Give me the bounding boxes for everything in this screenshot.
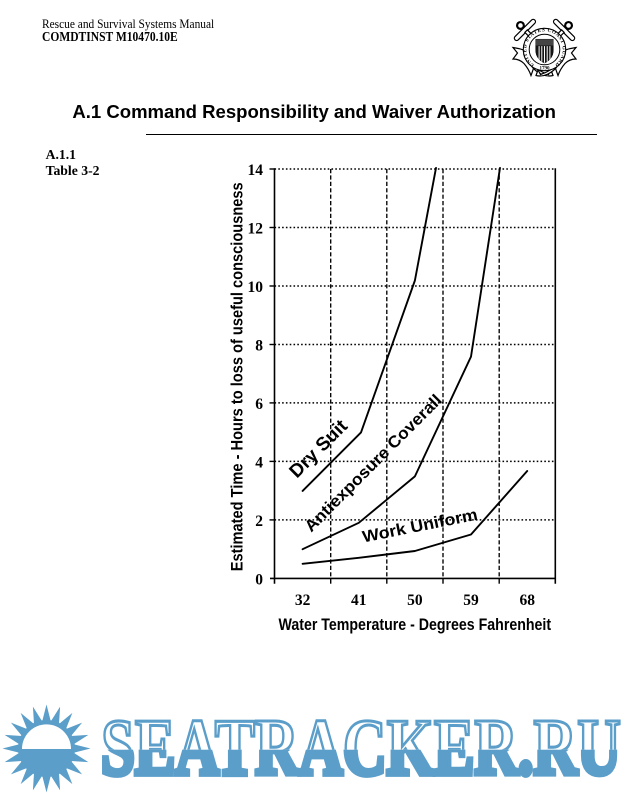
svg-text:59: 59	[463, 592, 479, 609]
svg-text:41: 41	[351, 592, 367, 609]
svg-text:12: 12	[248, 221, 264, 238]
svg-text:68: 68	[519, 592, 535, 609]
svg-text:SEATRACKER.RU: SEATRACKER.RU	[101, 704, 621, 792]
svg-text:Antiexposure Coverall: Antiexposure Coverall	[301, 391, 445, 535]
svg-text:6: 6	[255, 396, 263, 413]
svg-text:Work Uniform: Work Uniform	[361, 506, 479, 547]
svg-text:0: 0	[255, 572, 263, 589]
svg-text:4: 4	[255, 455, 263, 472]
svg-text:2: 2	[255, 513, 263, 530]
svg-text:SEATRACKER.RU: SEATRACKER.RU	[101, 704, 621, 792]
svg-text:8: 8	[255, 338, 263, 355]
svg-text:Water Temperature - Degrees Fa: Water Temperature - Degrees Fahrenheit	[279, 615, 552, 634]
svg-text:10: 10	[248, 279, 264, 296]
svg-text:14: 14	[248, 162, 264, 179]
svg-text:50: 50	[407, 592, 423, 609]
svg-text:Dry Suit: Dry Suit	[286, 415, 353, 482]
svg-text:Estimated Time - Hours to loss: Estimated Time - Hours to loss of useful…	[229, 182, 247, 571]
svg-text:1790: 1790	[540, 67, 551, 72]
svg-text:32: 32	[295, 592, 311, 609]
